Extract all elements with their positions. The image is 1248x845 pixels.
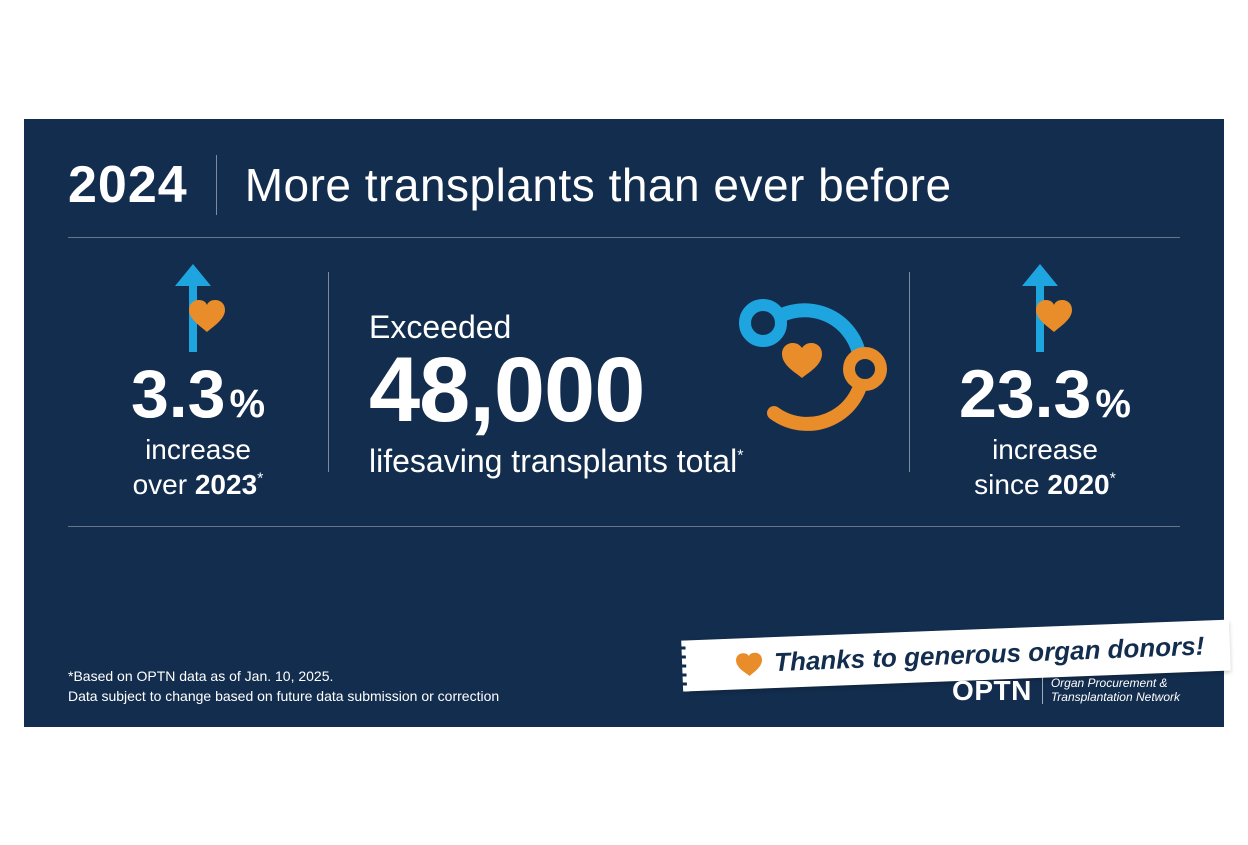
stat-left-value: 3.3 % <box>131 360 265 428</box>
stat-right-line2-bold: 2020 <box>1047 469 1109 500</box>
stat-mid-sub: lifesaving transplants total* <box>369 443 743 480</box>
optn-logo: OPTN Organ Procurement & Transplantation… <box>952 675 1180 707</box>
stat-left: 3.3 % increase over 2023* <box>68 262 328 502</box>
stat-left-number: 3.3 <box>131 360 226 428</box>
year-label: 2024 <box>68 155 188 215</box>
stats-row: 3.3 % increase over 2023* Exceeded 48,00… <box>68 238 1180 527</box>
footer-row: *Based on OPTN data as of Jan. 10, 2025.… <box>68 667 1180 706</box>
logo-mark-text: OPTN <box>952 675 1032 707</box>
logo-sub-line2: Transplantation Network <box>1051 690 1180 704</box>
arrow-up-heart-icon <box>1010 262 1080 354</box>
network-heart-icon <box>719 283 889 443</box>
asterisk-mark: * <box>257 470 263 487</box>
stat-right-sub: increase since 2020* <box>974 432 1116 502</box>
stat-left-line2-bold: 2023 <box>195 469 257 500</box>
asterisk-mark: * <box>737 447 743 464</box>
disclaimer-line2: Data subject to change based on future d… <box>68 688 499 704</box>
logo-sub-line1: Organ Procurement & <box>1051 676 1168 690</box>
stat-right-line1: increase <box>992 434 1098 465</box>
percent-sign: % <box>229 384 265 424</box>
logo-subtitle: Organ Procurement & Transplantation Netw… <box>1042 677 1180 705</box>
stat-left-line2-pre: over <box>133 469 195 500</box>
infographic-panel: 2024 More transplants than ever before 3… <box>24 119 1224 727</box>
stat-right: 23.3 % increase since 2020* <box>910 262 1180 502</box>
stat-right-value: 23.3 % <box>959 360 1131 428</box>
stat-mid: Exceeded 48,000 lifesaving transplants t… <box>329 262 909 502</box>
headline-text: More transplants than ever before <box>245 158 952 212</box>
stat-left-sub: increase over 2023* <box>133 432 264 502</box>
percent-sign: % <box>1095 384 1131 424</box>
stat-right-number: 23.3 <box>959 360 1091 428</box>
asterisk-mark: * <box>1110 470 1116 487</box>
header-row: 2024 More transplants than ever before <box>68 155 1180 238</box>
disclaimer-line1: *Based on OPTN data as of Jan. 10, 2025. <box>68 668 333 684</box>
stat-mid-sub-text: lifesaving transplants total <box>369 443 737 479</box>
stat-left-line1: increase <box>145 434 251 465</box>
arrow-up-heart-icon <box>163 262 233 354</box>
stat-right-line2-pre: since <box>974 469 1047 500</box>
disclaimer-text: *Based on OPTN data as of Jan. 10, 2025.… <box>68 667 499 706</box>
stat-mid-value: 48,000 <box>369 344 699 436</box>
header-divider <box>216 155 217 215</box>
